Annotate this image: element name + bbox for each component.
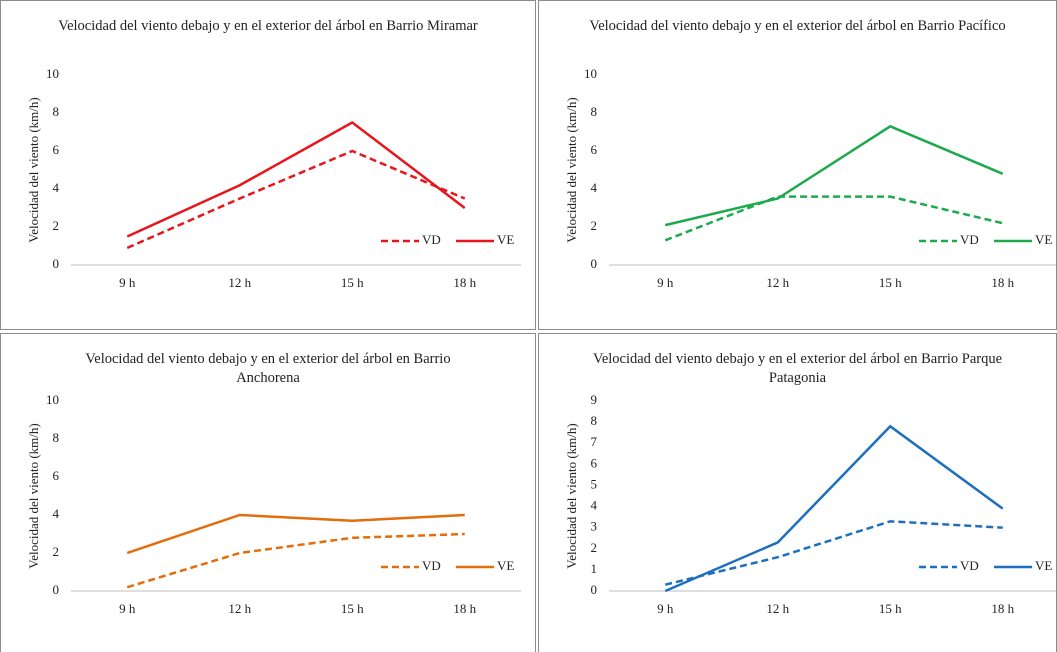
y-tick-label: 4	[591, 180, 598, 195]
legend-label: VE	[497, 232, 514, 247]
x-tick-label: 18 h	[453, 275, 476, 290]
chart-title: Velocidad del viento debajo y en el exte…	[58, 18, 478, 34]
x-tick-label: 15 h	[879, 601, 902, 616]
legend-label: VD	[960, 558, 979, 573]
y-tick-label: 2	[591, 540, 598, 555]
chart: Velocidad del viento (km/h) 0 2 4 6 8 10 9 h 12 …	[26, 392, 521, 616]
x-tick-label: 12 h	[766, 601, 789, 616]
y-tick-label: 8	[53, 104, 60, 119]
x-tick-label: 12 h	[228, 275, 251, 290]
data-line	[126, 532, 465, 589]
chart: Velocidad del viento (km/h) 0 1 2 3 4 5 6 7 8 9 9 h…	[564, 392, 1056, 616]
chart-panel: Velocidad del viento (km/h) 0 2 4 6 8 10 9 h 12 …	[538, 0, 1057, 330]
data-line	[664, 424, 1004, 593]
chart-panel: Velocidad del viento (km/h) 0 1 2 3 4 5 6 7 8 9 9 h…	[538, 333, 1057, 652]
data-line	[664, 520, 1003, 586]
chart: Velocidad del viento (km/h) 0 2 4 6 8 10 9 h 12 …	[26, 66, 521, 290]
x-tick-label: 9 h	[657, 275, 674, 290]
x-tick-label: 12 h	[766, 275, 789, 290]
data-line	[664, 124, 1004, 227]
y-tick-label: 10	[46, 66, 59, 81]
y-tick-label: 6	[53, 142, 60, 157]
y-tick-label: 3	[591, 519, 598, 534]
data-line	[126, 121, 466, 238]
y-tick-label: 0	[53, 582, 60, 597]
y-tick-label: 5	[591, 476, 598, 491]
x-tick-label: 15 h	[341, 601, 364, 616]
y-tick-label: 4	[53, 506, 60, 521]
y-tick-label: 6	[591, 455, 598, 470]
data-line	[126, 513, 465, 555]
y-tick-label: 10	[584, 66, 597, 81]
data-line	[126, 149, 466, 250]
x-tick-label: 9 h	[657, 601, 674, 616]
x-tick-label: 15 h	[879, 275, 902, 290]
y-tick-label: 7	[591, 434, 598, 449]
x-tick-label: 18 h	[991, 601, 1014, 616]
legend-label: VD	[422, 558, 441, 573]
chart: Velocidad del viento (km/h) 0 2 4 6 8 10 9 h 12 …	[564, 66, 1056, 290]
y-axis-label: Velocidad del viento (km/h)	[26, 423, 41, 569]
x-tick-label: 12 h	[228, 601, 251, 616]
legend-label: VE	[1035, 232, 1052, 247]
data-line	[664, 195, 1004, 242]
x-tick-label: 9 h	[119, 275, 136, 290]
y-tick-label: 4	[53, 180, 60, 195]
chart-panel: Velocidad del viento (km/h) 0 2 4 6 8 10 9 h 12 …	[0, 0, 536, 330]
y-tick-label: 0	[591, 582, 598, 597]
legend-label: VE	[497, 558, 514, 573]
y-tick-label: 6	[53, 468, 60, 483]
y-axis-label: Velocidad del viento (km/h)	[564, 423, 579, 569]
chart-title: Velocidad del viento debajo y en el exte…	[589, 18, 1006, 34]
y-tick-label: 2	[53, 218, 60, 233]
y-axis-label: Velocidad del viento (km/h)	[564, 97, 579, 243]
y-tick-label: 2	[53, 544, 60, 559]
legend-label: VD	[422, 232, 441, 247]
legend-label: VE	[1035, 558, 1052, 573]
x-tick-label: 15 h	[341, 275, 364, 290]
y-tick-label: 10	[46, 392, 59, 407]
chart-title: Velocidad del viento debajo y en el exte…	[592, 351, 1003, 386]
y-tick-label: 0	[591, 256, 598, 271]
y-tick-label: 2	[591, 218, 598, 233]
x-tick-label: 9 h	[119, 601, 136, 616]
y-tick-label: 9	[591, 392, 598, 407]
y-axis-label: Velocidad del viento (km/h)	[26, 97, 41, 243]
y-tick-label: 0	[53, 256, 60, 271]
y-tick-label: 1	[591, 561, 598, 576]
x-tick-label: 18 h	[453, 601, 476, 616]
y-tick-label: 8	[591, 413, 598, 428]
chart-panel: Velocidad del viento (km/h) 0 2 4 6 8 10 9 h 12 …	[0, 333, 536, 652]
legend-label: VD	[960, 232, 979, 247]
y-tick-label: 8	[591, 104, 598, 119]
x-tick-label: 18 h	[991, 275, 1014, 290]
y-tick-label: 6	[591, 142, 598, 157]
y-tick-label: 4	[591, 498, 598, 513]
chart-title: Velocidad del viento debajo y en el exte…	[85, 351, 451, 386]
y-tick-label: 8	[53, 430, 60, 445]
